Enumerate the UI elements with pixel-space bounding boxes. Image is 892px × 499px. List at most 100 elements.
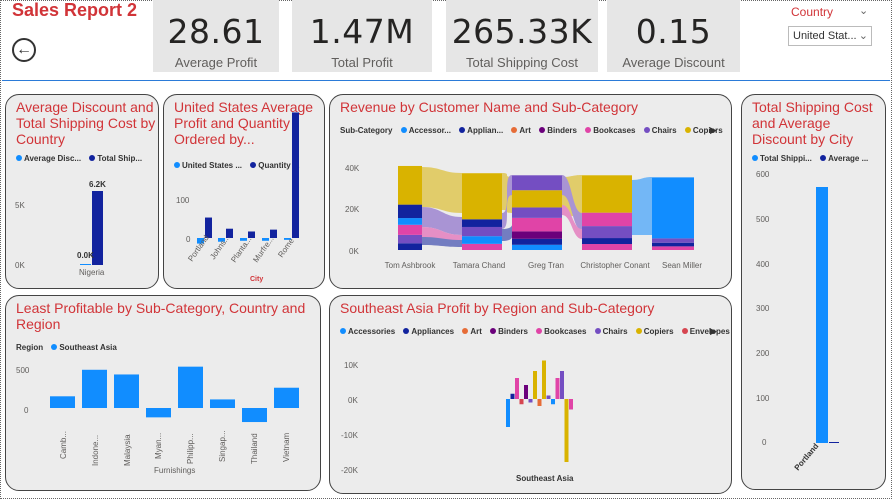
legend-item[interactable]: Binders [490,327,528,336]
revenue-segment[interactable] [512,175,562,191]
least-profit-bar[interactable] [146,408,171,418]
back-arrow-icon[interactable]: ← [12,38,36,62]
revenue-segment[interactable] [652,246,694,250]
revenue-segment[interactable] [582,226,632,239]
revenue-segment[interactable] [582,244,632,250]
bar-quantity[interactable] [226,228,233,238]
bar-avg-profit[interactable] [240,238,247,241]
least-profit-bar[interactable] [242,408,267,423]
revenue-segment[interactable] [512,231,562,239]
legend-item[interactable]: Average ... [820,154,868,163]
bar-quantity[interactable] [292,112,299,238]
sea-profit-bar[interactable] [510,393,515,399]
legend-item[interactable]: Southeast Asia [51,343,117,352]
revenue-segment[interactable] [462,226,502,237]
sea-profit-bar[interactable] [537,399,542,406]
legend-item[interactable]: Quantity ... [250,161,300,170]
us-profit-bars [197,112,299,244]
legend-item[interactable]: Art [511,126,531,135]
bar-avg-profit[interactable] [284,238,291,240]
bar-total-shipping-portland[interactable] [816,187,828,443]
least-profit-bar[interactable] [82,369,107,408]
revenue-segment[interactable] [398,204,422,219]
legend-item[interactable]: Copiers [635,327,674,336]
revenue-segment[interactable] [462,236,502,244]
least-profit-bar[interactable] [50,396,75,408]
legend-item[interactable]: Total Ship... [89,154,142,163]
sea-profit-bar[interactable] [524,385,528,399]
revenue-segment[interactable] [398,165,422,205]
revenue-segment[interactable] [512,238,562,245]
revenue-segment[interactable] [462,243,502,250]
sea-profit-bar[interactable] [546,395,551,400]
legend-next-icon[interactable]: ▶ [710,125,717,135]
bar-total-shipping[interactable] [92,191,103,265]
revenue-segment[interactable] [582,175,632,213]
least-profitable-chart: 500 0 Camb... Indone... Malaysia Myan...… [16,366,299,475]
revenue-segment[interactable] [652,177,694,239]
revenue-segment[interactable] [512,217,562,232]
revenue-segment[interactable] [582,238,632,245]
card-least-profitable[interactable]: Least Profitable by Sub-Category, Countr… [5,295,321,491]
bar-quantity[interactable] [248,231,255,238]
legend-item[interactable]: Applian... [459,126,503,135]
legend-item[interactable]: Accessories [340,327,395,336]
legend-item[interactable]: Bookcases [536,327,586,336]
legend-item[interactable]: Chairs [594,327,628,336]
revenue-segment[interactable] [582,212,632,227]
card-discount-shipping-country[interactable]: Average Discount and Total Shipping Cost… [5,94,159,289]
bar-quantity[interactable] [205,217,212,238]
card-shipping-discount-city[interactable]: Total Shipping Cost and Average Discount… [741,94,886,490]
card-us-profit-quantity[interactable]: United States Average Profit and Quantit… [163,94,325,289]
sea-profit-bar[interactable] [506,399,510,427]
revenue-segment[interactable] [462,173,502,220]
bar-average-discount-portland[interactable] [829,442,839,443]
revenue-segment[interactable] [652,242,694,247]
bar-quantity[interactable] [270,229,277,238]
legend-item[interactable]: United States ... [174,161,242,170]
revenue-segment[interactable] [398,234,422,244]
slicer-collapse-icon[interactable]: ⌄ [859,5,869,17]
sea-profit-bar[interactable] [515,378,519,399]
sea-profit-bar[interactable] [555,378,560,399]
bar-avg-profit[interactable] [218,238,225,242]
country-slicer-dropdown[interactable]: United Stat... ⌄ [788,26,872,46]
sea-profit-bar[interactable] [551,399,555,405]
legend-item[interactable]: Appliances [403,327,454,336]
revenue-segment[interactable] [398,218,422,225]
least-profit-bar[interactable] [210,399,235,408]
legend-item[interactable]: Total Shippi... [752,154,812,163]
legend-item[interactable]: Chairs [643,126,677,135]
sea-profit-bar[interactable] [560,371,564,399]
least-profit-bar[interactable] [178,366,203,408]
sea-profit-bar[interactable] [533,371,537,399]
legend-item[interactable]: Envelopes [681,327,730,336]
sea-profit-bar[interactable] [542,360,546,400]
legend-item[interactable]: Accessor... [400,126,451,135]
legend-item[interactable]: Bookcases [585,126,635,135]
legend-item[interactable]: Copiers [684,126,723,135]
sea-profit-bar[interactable] [528,399,533,403]
card-southeast-asia-profit[interactable]: Southeast Asia Profit by Region and Sub-… [329,295,732,494]
legend-item[interactable]: Binders [539,126,577,135]
bar-avg-profit[interactable] [262,238,269,241]
kpi-average-profit: 28.61 Average Profit [153,0,279,72]
bar-average-discount[interactable] [80,264,91,265]
legend-item[interactable]: Average Disc... [16,154,81,163]
revenue-segment[interactable] [512,207,562,218]
sea-profit-bar[interactable] [519,399,524,405]
revenue-segment[interactable] [652,238,694,243]
card-revenue-customer[interactable]: Revenue by Customer Name and Sub-Categor… [329,94,732,289]
least-profit-bar[interactable] [114,374,139,408]
bar-avg-profit[interactable] [197,238,204,244]
revenue-segment[interactable] [512,190,562,208]
sea-profit-bar[interactable] [564,399,569,462]
revenue-segment[interactable] [398,243,422,250]
legend-item[interactable]: Art [462,327,482,336]
revenue-segment[interactable] [462,219,502,227]
revenue-segment[interactable] [398,224,422,235]
sea-profit-bar[interactable] [569,399,573,410]
legend-next-icon[interactable]: ▶ [710,326,717,336]
least-profit-bar[interactable] [274,387,299,408]
revenue-segment[interactable] [512,244,562,250]
